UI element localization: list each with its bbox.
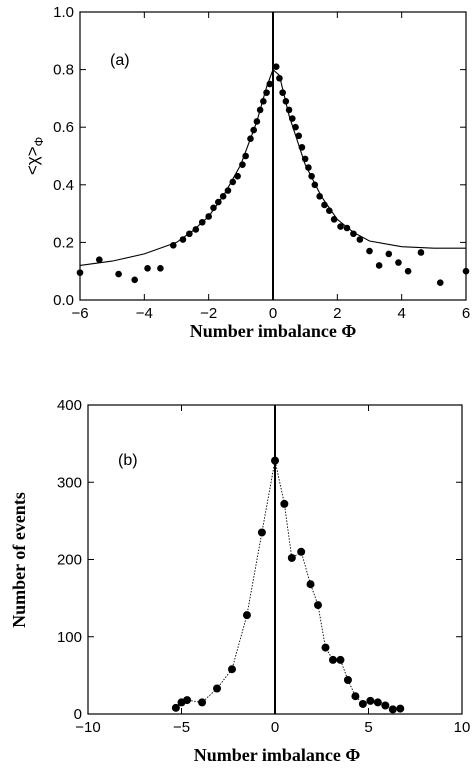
data-point-a <box>229 178 237 186</box>
data-point-b <box>242 611 251 620</box>
y-tick-label-a: 0.6 <box>53 119 74 136</box>
x-tick-label-a: 4 <box>397 305 405 322</box>
series-line-b <box>175 460 401 710</box>
data-point-a <box>210 204 217 212</box>
x-axis-title-a: Number imbalance Φ <box>190 321 357 341</box>
data-point-b <box>388 705 397 714</box>
data-point-a <box>305 164 312 171</box>
data-point-b <box>343 676 352 685</box>
data-point-b <box>321 643 330 652</box>
data-point-b <box>306 580 315 589</box>
data-point-a <box>395 259 402 266</box>
y-axis-title-a-subscript: Φ <box>32 137 46 147</box>
data-point-a <box>325 207 333 215</box>
y-tick-label-a: 0.8 <box>53 62 74 79</box>
x-tick-label-b: 0 <box>271 719 279 736</box>
data-point-a <box>157 265 164 272</box>
x-tick-label-a: −6 <box>71 305 88 322</box>
y-axis-title-a-main: <χ> <box>23 146 42 175</box>
x-tick-label-a: −4 <box>136 305 153 322</box>
data-point-b <box>171 703 180 712</box>
data-point-b <box>358 699 367 708</box>
data-point-a <box>436 279 444 287</box>
data-point-a <box>179 236 187 243</box>
y-tick-label-a: 1.0 <box>53 4 74 21</box>
chart-panel-a: (a) Number imbalance Φ <χ>Φ −6 −4 −2 0 2 4 6 0.… <box>23 4 470 341</box>
x-tick-label-b: −5 <box>173 719 190 736</box>
data-point-a <box>276 74 283 82</box>
panel-label-a: (a) <box>110 52 130 69</box>
data-point-b <box>396 704 405 713</box>
data-point-b <box>198 698 207 707</box>
data-point-a <box>404 267 412 275</box>
data-point-a <box>350 230 357 238</box>
data-point-a <box>224 187 232 194</box>
x-tick-label-b: 10 <box>454 719 471 736</box>
data-point-b <box>351 692 360 701</box>
y-axis-title-a: <χ>Φ <box>23 137 46 175</box>
data-point-b <box>213 684 222 693</box>
data-point-b <box>328 655 337 664</box>
data-point-a <box>366 247 373 255</box>
data-point-a <box>115 270 122 278</box>
data-point-b <box>280 499 289 508</box>
fit-curve-a <box>79 68 466 266</box>
y-tick-label-b: 200 <box>57 552 82 569</box>
x-tick-label-b: 5 <box>364 719 372 736</box>
data-point-a <box>417 249 425 256</box>
data-point-a <box>239 161 246 168</box>
data-point-b <box>271 456 279 465</box>
x-axis-title-b: Number imbalance Φ <box>194 745 361 765</box>
data-point-a <box>76 269 84 276</box>
data-point-b <box>297 547 306 556</box>
y-axis-title-b: Number of events <box>9 492 29 628</box>
data-point-b <box>227 665 236 674</box>
data-point-b <box>183 696 192 705</box>
y-tick-label-a: 0.4 <box>53 177 74 194</box>
data-point-a <box>96 256 103 263</box>
data-point-b <box>366 696 375 705</box>
data-point-a <box>272 63 280 71</box>
data-point-a <box>131 276 138 284</box>
data-point-a <box>295 132 303 140</box>
data-point-a <box>356 236 364 243</box>
x-tick-label-b: −10 <box>75 719 100 736</box>
chart-panel-b: (b) Number imbalance Φ Number of events … <box>9 397 470 765</box>
svg-text:<χ>Φ: <χ>Φ <box>23 137 46 175</box>
data-point-b <box>336 655 345 664</box>
y-tick-label-b: 300 <box>57 474 82 491</box>
data-point-a <box>316 193 323 200</box>
data-point-a <box>337 223 344 230</box>
data-point-b <box>314 601 323 610</box>
y-axis-title-b-text: Number of events <box>9 492 29 628</box>
data-point-a <box>234 172 241 180</box>
data-point-a <box>375 262 383 269</box>
x-tick-label-a: 0 <box>269 305 277 322</box>
data-point-a <box>242 152 249 160</box>
data-point-a <box>144 265 151 272</box>
data-point-a <box>330 216 338 223</box>
data-point-a <box>192 226 200 233</box>
panel-label-b: (b) <box>118 452 138 469</box>
y-tick-label-a: 0.0 <box>53 292 74 309</box>
x-tick-label-a: 6 <box>462 305 470 322</box>
x-tick-label-a: 2 <box>333 305 341 322</box>
y-tick-label-b: 0 <box>74 706 82 723</box>
data-point-a <box>385 250 393 258</box>
data-point-b <box>373 698 382 707</box>
data-point-a <box>462 267 470 275</box>
data-point-b <box>287 553 296 562</box>
data-point-b <box>381 701 390 710</box>
data-point-b <box>257 528 266 537</box>
y-tick-label-b: 100 <box>57 629 82 646</box>
y-tick-label-a: 0.2 <box>53 234 74 251</box>
y-tick-label-b: 400 <box>57 397 82 414</box>
x-tick-label-a: −2 <box>200 305 217 322</box>
